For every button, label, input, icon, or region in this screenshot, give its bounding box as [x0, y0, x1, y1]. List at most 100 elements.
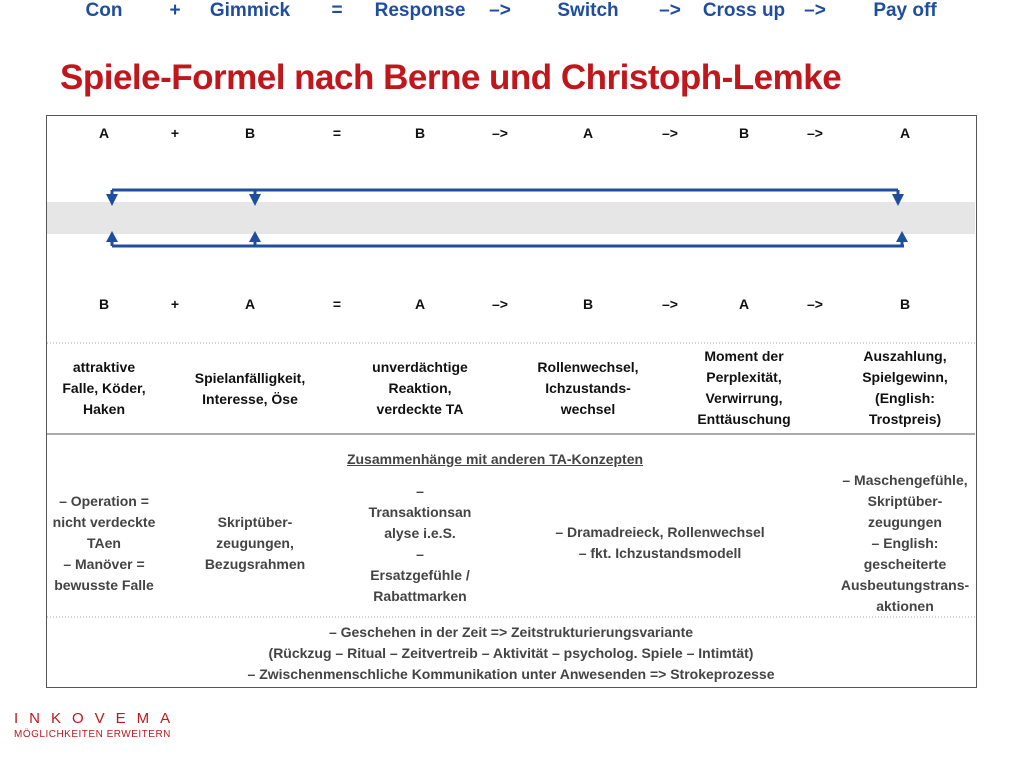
description-line: (English:	[875, 390, 935, 406]
description-line: Verwirrung,	[705, 390, 783, 406]
description-line: Ichzustands-	[545, 380, 631, 396]
bottom-row-cell: B	[899, 296, 911, 312]
bottom-row-cell: –>	[807, 296, 823, 312]
concept-line: –	[416, 546, 424, 562]
description-line: verdeckte TA	[376, 401, 464, 417]
concept-line: nicht verdeckte	[52, 514, 156, 530]
bottom-row-cell: =	[332, 296, 342, 312]
formula-term: +	[169, 0, 181, 21]
formula-table	[46, 115, 977, 688]
description-line: wechsel	[560, 401, 616, 417]
bottom-row-cell: –>	[662, 296, 678, 312]
description-cell: Rollenwechsel, Ichzustands-wechsel	[537, 357, 638, 420]
concept-cell: – Operation = nicht verdeckte TAen – Manöve…	[53, 491, 156, 596]
description-cell: Moment der Perplexität, Verwirrung, Enttäus…	[697, 346, 790, 430]
formula-term: Pay off	[873, 0, 937, 21]
footer-line: (Rückzug – Ritual – Zeitvertreib – Aktiv…	[268, 645, 754, 661]
top-row-cell: +	[170, 125, 180, 141]
top-row-cell: A	[582, 125, 594, 141]
top-row-cell: –>	[492, 125, 508, 141]
formula-band	[47, 202, 975, 234]
formula-term: Con	[85, 0, 123, 21]
concept-line: – Maschengefühle,	[842, 472, 968, 488]
formula-term: –>	[489, 0, 511, 21]
bottom-row-cell: A	[244, 296, 256, 312]
description-line: Trostpreis)	[868, 411, 942, 427]
concept-cell: Skriptüber-zeugungen, Bezugsrahmen	[205, 512, 305, 575]
top-row-cell: –>	[662, 125, 678, 141]
formula-term: Gimmick	[209, 0, 291, 21]
top-row-cell: –>	[807, 125, 823, 141]
formula-term: –>	[659, 0, 681, 21]
arrow-up-icon	[896, 231, 908, 242]
arrow-up-icon	[249, 231, 261, 242]
concept-line: Bezugsrahmen	[204, 556, 306, 572]
concept-line: – fkt. Ichzustandsmodell	[578, 545, 742, 561]
concept-line: – Operation =	[59, 493, 149, 509]
concept-cell: – Maschengefühle, Skriptüber-zeugungen – E…	[841, 470, 969, 617]
description-line: Haken	[82, 401, 126, 417]
top-row-cell: A	[98, 125, 110, 141]
description-line: Moment der	[704, 348, 784, 364]
bottom-row-cell: –>	[492, 296, 508, 312]
logo-name: INKOVEMA	[14, 710, 182, 727]
concept-line: bewusste Falle	[54, 577, 154, 593]
description-line: Reaktion,	[388, 380, 452, 396]
description-cell: Auszahlung, Spielgewinn, (English: Trostpre…	[862, 346, 948, 430]
description-line: Spielanfälligkeit,	[194, 370, 306, 386]
description-line: Rollenwechsel,	[537, 359, 639, 375]
description-line: Falle, Köder,	[62, 380, 146, 396]
description-line: Auszahlung,	[863, 348, 947, 364]
concept-line: zeugungen,	[216, 535, 294, 551]
description-cell: unverdächtige Reaktion, verdeckte TA	[372, 357, 468, 420]
concept-line: – Dramadreieck, Rollenwechsel	[555, 524, 765, 540]
bottom-row-cell: +	[170, 296, 180, 312]
concept-line: Transaktionsan	[368, 504, 472, 520]
formula-term: =	[331, 0, 343, 21]
footer-line: – Zwischenmenschliche Kommunikation unte…	[247, 666, 775, 682]
bottom-row-cell: B	[582, 296, 594, 312]
concept-line: Ausbeutungstrans-	[840, 577, 970, 593]
top-row-cell: B	[414, 125, 426, 141]
arrow-down-icon	[106, 194, 118, 206]
formula-term: Switch	[557, 0, 619, 21]
concepts-heading: Zusammenhänge mit anderen TA-Konzepten	[346, 451, 644, 467]
description-line: Spielgewinn,	[862, 369, 948, 385]
description-cell: attraktive Falle, Köder, Haken	[62, 357, 145, 420]
formula-term: Cross up	[702, 0, 786, 21]
top-row-cell: A	[899, 125, 911, 141]
bottom-row-cell: A	[414, 296, 426, 312]
formula-term: Response	[374, 0, 466, 21]
bottom-row-cell: A	[738, 296, 750, 312]
bottom-row-cell: B	[98, 296, 110, 312]
concept-line: TAen	[87, 535, 121, 551]
top-row-cell: B	[244, 125, 256, 141]
description-line: Interesse, Öse	[202, 391, 298, 407]
concept-line: Ersatzgefühle /	[370, 567, 470, 583]
concept-line: aktionen	[876, 598, 934, 614]
logo-tagline: MÖGLICHKEITEN ERWEITERN	[14, 729, 171, 740]
concept-line: –	[416, 483, 424, 499]
concept-cell: – Dramadreieck, Rollenwechsel – fkt. Ichz…	[555, 522, 764, 564]
description-line: Perplexität,	[706, 369, 782, 385]
description-line: Enttäuschung	[697, 411, 791, 427]
concept-line: zeugungen	[868, 514, 942, 530]
description-line: attraktive	[72, 359, 136, 375]
page-title: Spiele-Formel nach Berne und Christoph-L…	[60, 58, 842, 97]
description-line: unverdächtige	[372, 359, 468, 375]
concept-line: Skriptüber-	[867, 493, 943, 509]
concept-line: alyse i.e.S.	[384, 525, 456, 541]
arrow-down-icon	[892, 194, 904, 206]
concept-line: – English:	[871, 535, 939, 551]
top-row-cell: B	[738, 125, 750, 141]
concept-line: – Manöver =	[63, 556, 145, 572]
concept-line: Rabattmarken	[373, 588, 467, 604]
arrow-up-icon	[106, 231, 118, 242]
concept-line: Skriptüber-	[217, 514, 293, 530]
arrow-down-icon	[249, 194, 261, 206]
footer-line: – Geschehen in der Zeit => Zeitstrukturi…	[328, 624, 694, 640]
formula-term: –>	[804, 0, 826, 21]
concept-line: gescheiterte	[863, 556, 947, 572]
description-cell: Spielanfälligkeit, Interesse, Öse	[195, 368, 305, 410]
